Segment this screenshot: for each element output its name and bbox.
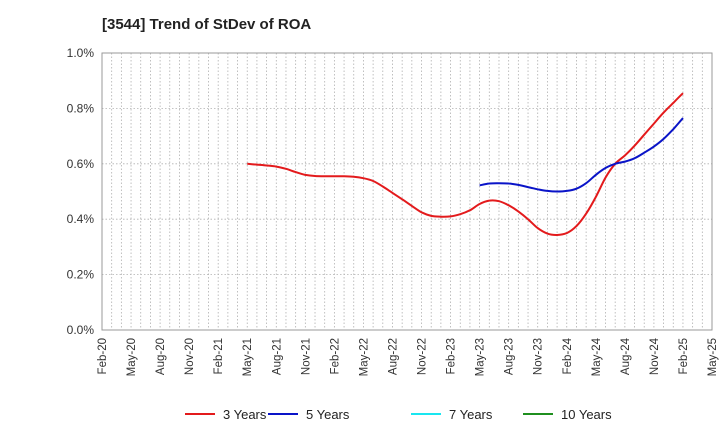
x-tick-label: Nov-24 [649,337,661,375]
series-line-3-years [247,92,684,237]
series-line-5-years [479,117,684,193]
y-tick-label: 0.0% [67,323,95,337]
legend-label: 10 Years [561,407,612,422]
x-tick-label: May-25 [707,338,719,376]
grid [101,52,713,331]
x-tick-label: Feb-25 [678,338,690,374]
x-tick-label: May-20 [126,338,138,376]
x-tick-label: Aug-23 [504,338,516,375]
legend: 3 Years 5 Years 7 Years 10 Years [185,407,612,422]
x-tick-label: Nov-21 [300,338,312,375]
legend-label: 5 Years [306,407,350,422]
y-tick-label: 0.4% [67,212,95,226]
x-tick-label: Aug-21 [271,338,283,375]
y-tick-label: 0.6% [67,157,95,171]
x-tick-label: May-21 [242,338,254,376]
legend-label: 3 Years [223,407,267,422]
x-tick-label: Nov-23 [533,338,545,375]
chart-title: [3544] Trend of StDev of ROA [102,16,311,33]
series-lines [247,92,684,237]
y-tick-label: 0.8% [67,101,95,115]
x-tick-label: Aug-20 [155,338,167,375]
x-axis: Feb-20 May-20 Aug-20 Nov-20 Feb-21 May-21 Aug-… [97,337,719,376]
x-tick-label: Feb-24 [562,337,574,374]
x-tick-label: Nov-22 [417,338,429,375]
y-axis: 0.0% 0.2% 0.4% 0.6% 0.8% 1.0% [67,46,95,337]
y-tick-label: 1.0% [67,46,95,60]
x-tick-label: Feb-21 [213,338,225,374]
plot-area-frame [101,52,713,331]
x-tick-label: Feb-20 [97,338,109,374]
legend-label: 7 Years [449,407,493,422]
x-tick-label: Nov-20 [184,338,196,375]
x-tick-label: May-24 [591,337,603,376]
x-tick-label: Aug-24 [620,337,632,375]
y-tick-label: 0.2% [67,268,95,282]
x-tick-label: Aug-22 [387,338,399,375]
x-tick-label: Feb-23 [446,338,458,374]
x-tick-label: May-23 [475,338,487,376]
x-tick-label: Feb-22 [329,338,341,374]
x-tick-label: May-22 [358,338,370,376]
